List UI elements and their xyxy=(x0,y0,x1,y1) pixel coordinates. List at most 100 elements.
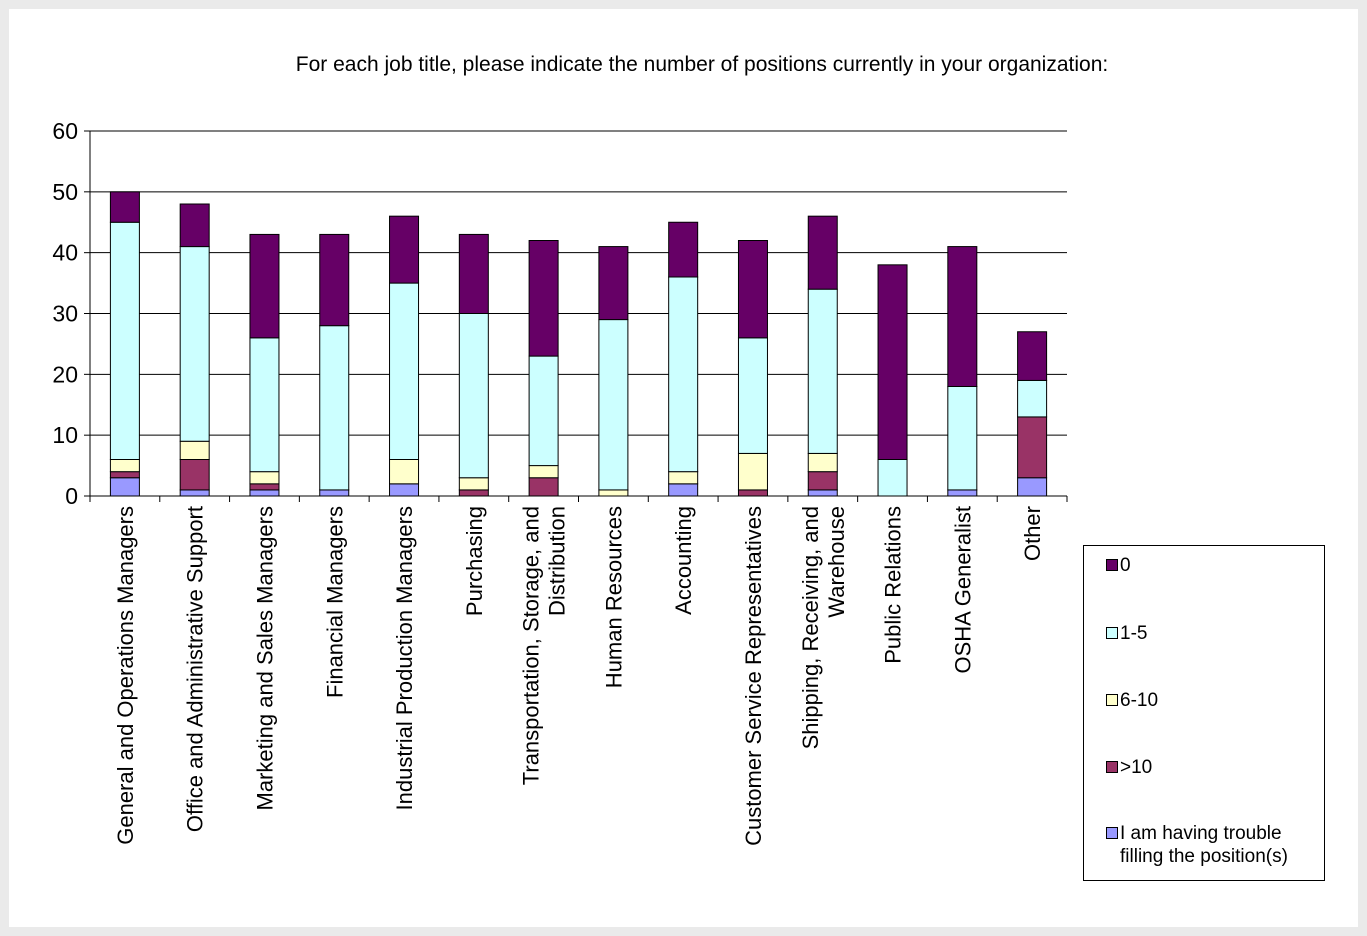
grid-lines xyxy=(90,130,1067,436)
x-category-label: Human Resources xyxy=(601,506,626,688)
legend-swatch xyxy=(1106,627,1118,639)
bar-segment xyxy=(737,489,768,497)
bar-segment xyxy=(109,471,140,479)
bar-segment xyxy=(1017,416,1048,479)
bar-segment xyxy=(877,264,908,460)
x-category-label-line: Marketing and Sales Managers xyxy=(252,506,277,811)
legend: 0 1-5 6-10 >10 I am having trouble filling t… xyxy=(1083,545,1325,881)
bar-segment xyxy=(668,471,699,485)
x-category-label-line: Customer Service Representatives xyxy=(741,506,766,846)
bar-segment xyxy=(737,452,768,491)
x-category-label-line: Human Resources xyxy=(601,506,626,688)
bar-segment xyxy=(319,489,350,497)
x-category-label-line: Warehouse xyxy=(824,506,849,618)
legend-swatch xyxy=(1106,761,1118,773)
x-category-label: Transportation, Storage, andDistribution xyxy=(519,506,570,785)
bar-segment xyxy=(179,246,210,442)
bar-segment xyxy=(1017,331,1048,381)
x-category-label-line: Purchasing xyxy=(462,506,487,616)
x-category-label-line: OSHA Generalist xyxy=(950,506,975,674)
bar-segment xyxy=(807,215,838,290)
bar-segment xyxy=(389,282,420,461)
legend-item: 0 xyxy=(1106,554,1320,577)
bar-segment xyxy=(109,191,140,223)
x-category-label: Marketing and Sales Managers xyxy=(252,506,277,811)
bar-segment xyxy=(389,215,420,284)
bar-segment xyxy=(109,221,140,460)
y-tick-label: 0 xyxy=(65,483,78,509)
x-category-label: Office and Administrative Support xyxy=(183,506,208,832)
legend-label: 1-5 xyxy=(1120,623,1148,644)
legend-swatch xyxy=(1106,559,1118,571)
bar-segment xyxy=(458,477,489,491)
bar-segment xyxy=(877,459,908,497)
x-category-label: Public Relations xyxy=(881,506,906,664)
x-category-label-line: Transportation, Storage, and xyxy=(519,506,544,785)
bar-segment xyxy=(249,337,280,473)
bar-segment xyxy=(458,489,489,497)
bar-segment xyxy=(807,288,838,454)
x-category-label: Financial Managers xyxy=(322,506,347,698)
bar-segment xyxy=(109,477,140,497)
bar-segment xyxy=(528,465,559,479)
legend-label: I am having trouble filling the position… xyxy=(1120,823,1288,867)
bar-segment xyxy=(598,319,629,491)
x-category-label: Purchasing xyxy=(462,506,487,616)
y-tick-label: 40 xyxy=(52,240,78,266)
axes: 0 10 20 30 40 50 60 xyxy=(52,118,1068,509)
bar-segment xyxy=(249,471,280,485)
bar-segment xyxy=(249,233,280,339)
bar-segment xyxy=(179,203,210,248)
chart-title: For each job title, please indicate the … xyxy=(296,53,1108,76)
y-tick-label: 10 xyxy=(52,422,78,448)
x-category-label-line: Other xyxy=(1020,506,1045,561)
bar-segment xyxy=(528,477,559,497)
y-tick-label: 30 xyxy=(52,301,78,327)
bar-segment xyxy=(389,483,420,497)
y-tick-label: 50 xyxy=(52,179,78,205)
legend-swatch xyxy=(1106,694,1118,706)
category-labels: General and Operations Managers Office an… xyxy=(113,506,1045,846)
bar-segment xyxy=(319,325,350,491)
bar-segment xyxy=(458,313,489,479)
bar-segment xyxy=(528,240,559,357)
bar-segment xyxy=(807,452,838,473)
y-tick-label: 20 xyxy=(52,361,78,387)
bar-segment xyxy=(109,459,140,473)
legend-swatch xyxy=(1106,827,1118,839)
bar-segment xyxy=(668,276,699,473)
legend-label: 6-10 xyxy=(1120,690,1159,711)
bars xyxy=(109,191,1048,497)
y-tick-label: 60 xyxy=(52,118,78,144)
x-category-label-line: Shipping, Receiving, and xyxy=(798,506,823,749)
bar-segment xyxy=(807,489,838,497)
legend-item: 1-5 xyxy=(1106,622,1320,645)
x-category-label-line: Office and Administrative Support xyxy=(183,506,208,832)
bar-segment xyxy=(598,246,629,321)
bar-segment xyxy=(947,246,978,387)
bar-segment xyxy=(179,459,210,491)
bar-segment xyxy=(807,471,838,491)
bar-segment xyxy=(737,240,768,339)
x-category-label: Industrial Production Managers xyxy=(392,506,417,811)
x-category-label: Accounting xyxy=(671,506,696,615)
x-category-label-line: Industrial Production Managers xyxy=(392,506,417,811)
x-category-label: OSHA Generalist xyxy=(950,506,975,674)
x-category-label-line: Public Relations xyxy=(881,506,906,664)
bar-segment xyxy=(249,483,280,491)
x-category-label-line: Distribution xyxy=(545,506,570,616)
bar-segment xyxy=(319,233,350,327)
bar-segment xyxy=(947,489,978,497)
bar-segment xyxy=(668,221,699,278)
chart-frame: For each job title, please indicate the … xyxy=(9,9,1358,927)
stacked-bar-chart: For each job title, please indicate the … xyxy=(52,53,1108,846)
bar-segment xyxy=(528,355,559,467)
legend-label: >10 xyxy=(1120,757,1153,778)
bar-segment xyxy=(179,489,210,497)
x-category-label-line: Financial Managers xyxy=(322,506,347,698)
bar-segment xyxy=(737,337,768,454)
x-category-label: Other xyxy=(1020,506,1045,561)
legend-label: 0 xyxy=(1120,555,1131,576)
legend-item: I am having trouble filling the position… xyxy=(1106,822,1320,868)
bar-segment xyxy=(598,489,629,497)
